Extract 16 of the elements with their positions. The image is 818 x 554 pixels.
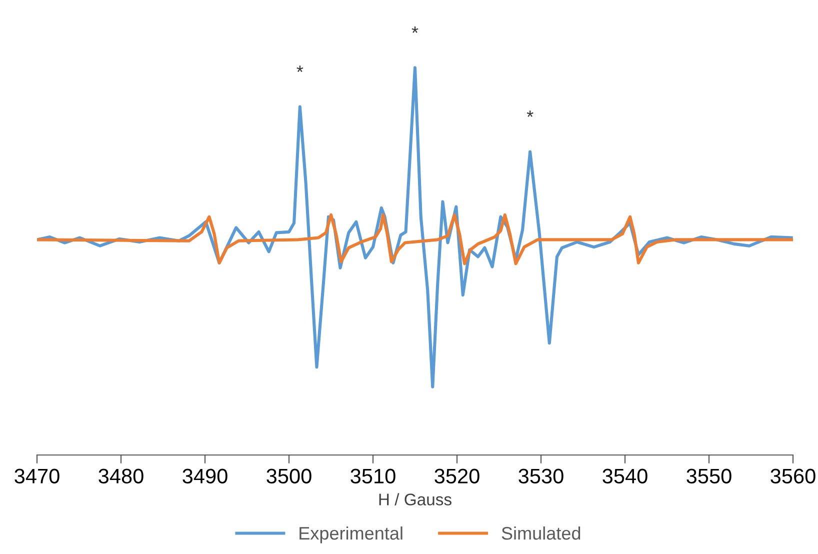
- x-tick-label: 3480: [98, 468, 144, 484]
- annotation: *: [296, 66, 304, 72]
- x-tick-label: 3530: [518, 468, 564, 484]
- x-axis-title: H / Gauss: [379, 493, 452, 506]
- x-tick-label: 3470: [14, 468, 60, 484]
- text: *: [412, 26, 418, 33]
- legend-label: Experimental: [300, 526, 402, 544]
- x-tick-label: 3490: [182, 468, 228, 484]
- legend-label: Simulated: [502, 526, 580, 540]
- x-tick-label: 3540: [602, 468, 648, 484]
- x-tick-label: 3500: [266, 468, 312, 484]
- x-tick-label: 3550: [686, 468, 732, 484]
- x-tick-label: 3560: [770, 468, 816, 484]
- x-tick-label: 3510: [350, 468, 396, 484]
- x-tick-label: 3520: [434, 468, 480, 484]
- annotation: *: [526, 110, 534, 117]
